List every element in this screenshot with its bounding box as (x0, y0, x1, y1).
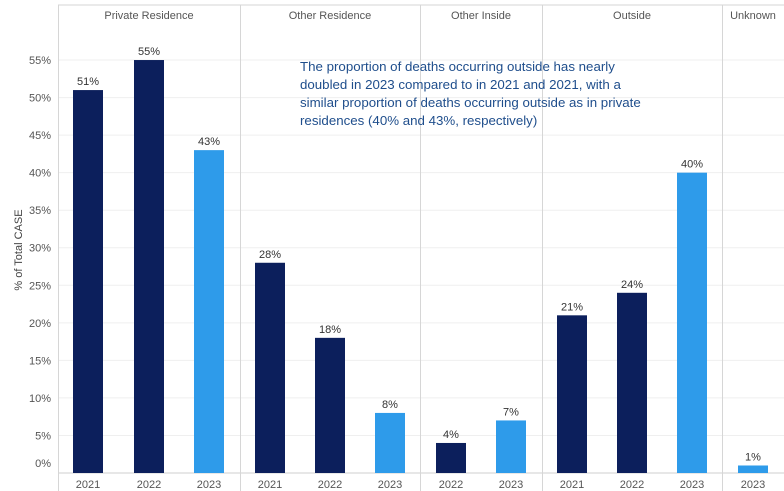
y-tick-label: 15% (29, 355, 51, 367)
data-label: 7% (503, 406, 519, 418)
panel-header: Other Residence (289, 10, 372, 22)
bars (73, 60, 768, 473)
y-axis-ticks: 0% 5% 10% 15% 20% 25% 30% 35% 40% 45% 50% 55% (29, 55, 51, 470)
y-tick-label: 0% (35, 458, 51, 470)
data-label: 18% (319, 324, 341, 336)
bar (436, 442, 466, 473)
x-tick-label: 2021 (76, 479, 100, 491)
panel-header: Other Inside (451, 10, 511, 22)
y-tick-label: 55% (29, 55, 51, 67)
bar (557, 315, 587, 473)
bar (315, 337, 345, 473)
bar (375, 412, 405, 473)
data-label: 43% (198, 136, 220, 148)
y-tick-label: 5% (35, 430, 51, 442)
x-tick-label: 2023 (378, 479, 402, 491)
x-tick-label: 2021 (560, 479, 584, 491)
x-axis-categories: 2021 2022 2023 2021 2022 2023 2022 2023 2021 2022… (76, 479, 765, 491)
panel-header: Private Residence (104, 10, 193, 22)
bar (194, 150, 224, 473)
annotation-line: similar proportion of deaths occurring o… (300, 95, 641, 110)
panel-headers: Private Residence Other Residence Other In… (104, 10, 776, 22)
y-tick-label: 35% (29, 205, 51, 217)
x-tick-label: 2023 (741, 479, 765, 491)
panel-frames (58, 4, 784, 491)
panel-header: Outside (613, 10, 651, 22)
y-tick-label: 40% (29, 168, 51, 180)
annotation-line: residences (40% and 43%, respectively) (300, 113, 538, 128)
data-label: 55% (138, 46, 160, 58)
data-labels: 51% 55% 43% 28% 18% 8% 4% 7% 21% 24% 40% 1% (77, 46, 761, 463)
x-tick-label: 2023 (499, 479, 523, 491)
bar (677, 172, 707, 473)
x-tick-label: 2022 (318, 479, 342, 491)
x-tick-label: 2022 (620, 479, 644, 491)
data-label: 4% (443, 429, 459, 441)
data-label: 21% (561, 301, 583, 313)
y-axis-label: % of Total CASE (13, 209, 25, 290)
y-tick-label: 30% (29, 243, 51, 255)
annotation-line: doubled in 2023 compared to in 2021 and … (300, 77, 621, 92)
data-label: 28% (259, 249, 281, 261)
y-tick-label: 20% (29, 318, 51, 330)
x-tick-label: 2023 (197, 479, 221, 491)
data-label: 24% (621, 279, 643, 291)
bar (496, 420, 526, 473)
bar (134, 60, 164, 473)
y-tick-label: 50% (29, 93, 51, 105)
bar (617, 292, 647, 473)
x-tick-label: 2023 (680, 479, 704, 491)
y-tick-label: 25% (29, 280, 51, 292)
bar (255, 262, 285, 473)
data-label: 40% (681, 159, 703, 171)
data-label: 1% (745, 451, 761, 463)
y-tick-label: 45% (29, 130, 51, 142)
y-tick-label: 10% (29, 393, 51, 405)
data-label: 51% (77, 76, 99, 88)
bar (738, 465, 768, 473)
annotation-line: The proportion of deaths occurring outsi… (300, 59, 615, 74)
chart-annotation: The proportion of deaths occurring outsi… (300, 58, 650, 130)
panel-header: Unknown (730, 10, 776, 22)
x-tick-label: 2021 (258, 479, 282, 491)
x-tick-label: 2022 (439, 479, 463, 491)
data-label: 8% (382, 399, 398, 411)
bar (73, 90, 103, 473)
x-tick-label: 2022 (137, 479, 161, 491)
